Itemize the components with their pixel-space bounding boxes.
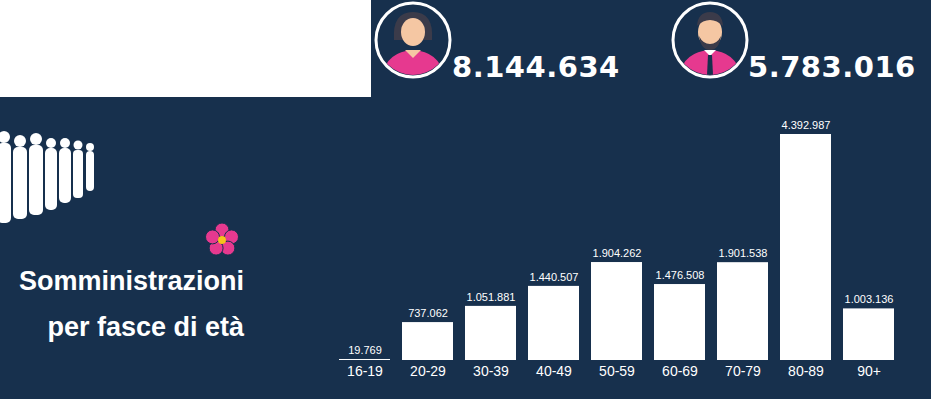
svg-text:16-19: 16-19: [347, 363, 383, 379]
svg-text:1.476.508: 1.476.508: [656, 269, 705, 281]
svg-text:60-69: 60-69: [662, 363, 698, 379]
svg-text:50-59: 50-59: [599, 363, 635, 379]
svg-text:4.392.987: 4.392.987: [782, 119, 831, 131]
html-text:8.144.634: 8.144.634: [452, 50, 620, 84]
svg-text:70-79: 70-79: [725, 363, 761, 379]
svg-text:80-89: 80-89: [788, 363, 824, 379]
svg-text:1.904.262: 1.904.262: [593, 247, 642, 259]
svg-text:30-39: 30-39: [473, 363, 509, 379]
svg-text:1.003.136: 1.003.136: [845, 293, 894, 305]
svg-text:1.051.881: 1.051.881: [467, 291, 516, 303]
svg-text:1.901.538: 1.901.538: [719, 247, 768, 259]
svg-text:40-49: 40-49: [536, 363, 572, 379]
html-text:Somministrazioni per fasce di: Somministrazioni per fasce di età: [19, 266, 244, 342]
svg-text:20-29: 20-29: [410, 363, 446, 379]
svg-text:1.440.507: 1.440.507: [530, 271, 579, 283]
html-text:5.783.016: 5.783.016: [748, 50, 916, 84]
svg-text:737.062: 737.062: [408, 307, 448, 319]
svg-text:90+: 90+: [857, 363, 881, 379]
svg-text:19.769: 19.769: [348, 344, 382, 356]
